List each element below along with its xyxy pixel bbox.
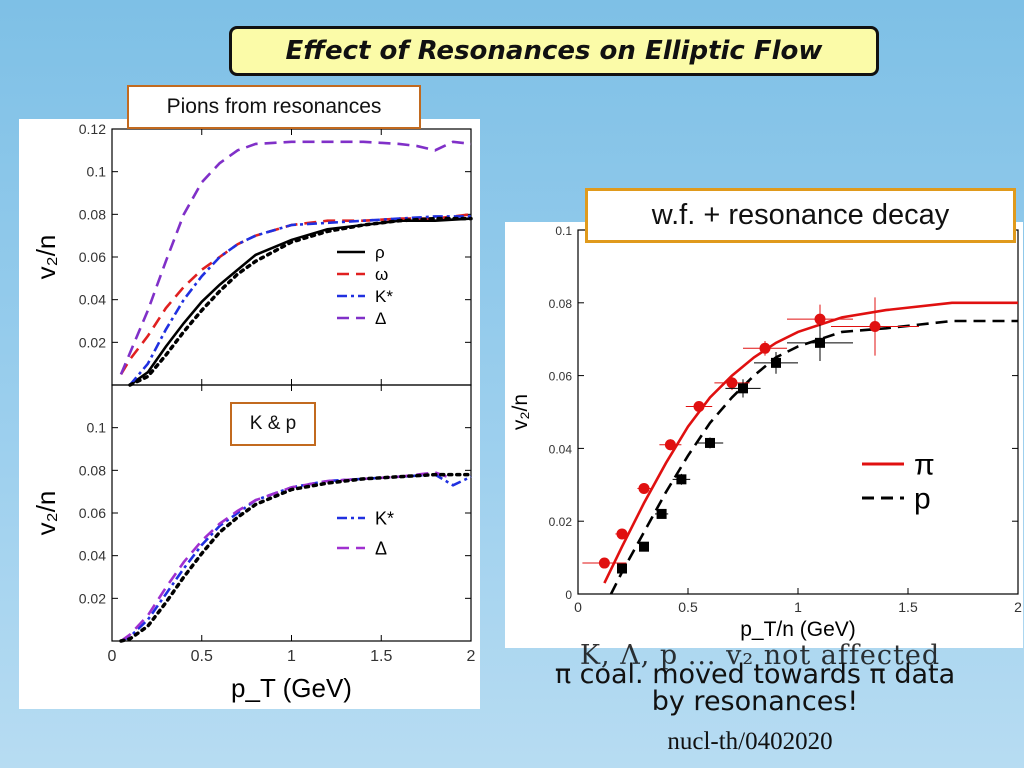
legend-label: Δ	[375, 309, 386, 328]
series-line-p	[609, 319, 1018, 595]
y-tick-label: 0.06	[79, 505, 106, 521]
legend-label: K*	[375, 287, 393, 306]
legend-label: ρ	[375, 243, 385, 262]
x-tick-label: 1	[287, 648, 296, 665]
x-tick-label: 0	[574, 599, 582, 615]
y-tick-label: 0.02	[549, 515, 573, 529]
x-tick-label: 1	[794, 599, 802, 615]
legend-label: π	[914, 449, 935, 482]
y-tick-label: 0.04	[79, 548, 106, 564]
y-tick-label: 0.02	[79, 590, 106, 606]
y-tick-label: 0	[565, 588, 572, 602]
reference-citation: nucl-th/0402020	[667, 728, 833, 755]
data-point-proton	[738, 383, 748, 394]
series-line-K*	[128, 215, 471, 386]
data-point-pion	[616, 528, 628, 540]
y-tick-label: 0.1	[555, 224, 572, 238]
data-point-pion	[664, 439, 676, 451]
data-point-proton	[815, 337, 825, 348]
series-line-π	[603, 301, 1018, 584]
caption-by-resonances: by resonances!	[651, 686, 859, 717]
data-point-pion	[759, 342, 771, 354]
data-point-proton	[639, 541, 649, 552]
x-tick-label: 0	[108, 648, 117, 665]
legend-label: K*	[375, 508, 394, 528]
series-line-reference	[128, 216, 473, 387]
y-tick-label: 0.06	[79, 249, 106, 265]
y-tick-label: 0.08	[549, 297, 573, 311]
data-point-proton	[617, 563, 627, 574]
x-axis-label: p_T/n (GeV)	[740, 618, 856, 641]
y-tick-label: 0.1	[87, 164, 107, 180]
data-point-pion	[638, 482, 650, 494]
series-line-K*	[120, 473, 472, 643]
right-chart-panel: 0 0.02 0.04 0.06 0.08 0.1 0 0.5 1 1.5 2 π p v₂/n p_T/n…	[505, 222, 1023, 648]
y-tick-label: 0.1	[87, 420, 107, 436]
slide-title: Effect of Resonances on Elliptic Flow	[229, 26, 879, 76]
y-tick-label: 0.06	[549, 370, 573, 384]
y-tick-label: 0.04	[79, 292, 106, 308]
data-point-pion	[814, 313, 826, 325]
data-point-proton	[676, 474, 687, 485]
y-axis-label: v₂/n	[509, 394, 532, 430]
data-point-proton	[771, 357, 781, 368]
y-tick-label: 0.02	[79, 334, 106, 350]
x-tick-label: 0.5	[678, 599, 698, 615]
y-axis-label: v₂/n	[31, 491, 61, 536]
y-tick-label: 0.08	[79, 206, 106, 222]
x-tick-label: 0.5	[191, 648, 213, 665]
plot-right: 0 0.02 0.04 0.06 0.08 0.1 0 0.5 1 1.5 2 πp v₂/n p_T/n…	[509, 224, 1022, 641]
x-tick-label: 2	[1014, 599, 1022, 615]
data-point-proton	[656, 508, 667, 519]
data-point-pion	[869, 320, 881, 332]
legend-label: Δ	[375, 538, 387, 558]
x-tick-label: 1.5	[370, 648, 392, 665]
y-axis-label: v₂/n	[31, 235, 61, 280]
wf-resonance-decay-label: w.f. + resonance decay	[585, 188, 1016, 243]
legend-label: ω	[375, 265, 388, 284]
x-tick-label: 2	[467, 648, 476, 665]
data-point-proton	[705, 437, 715, 448]
right-chart-svg: 0 0.02 0.04 0.06 0.08 0.1 0 0.5 1 1.5 2 πp v₂/n p_T/n…	[509, 224, 1022, 641]
data-point-pion	[693, 401, 705, 413]
plot-bottom-left: 0.02 0.04 0.06 0.08 0.1 0 0.5 1 1.5 2 K* Δv₂/n p_T (…	[31, 384, 476, 703]
y-tick-label: 0.04	[549, 442, 573, 456]
k-and-p-label: K & p	[230, 402, 316, 446]
series-line-ω	[119, 213, 472, 376]
left-charts-svg: 0.020.040.060.080.10.12ρωK*Δv₂/n0.020.04…	[31, 121, 476, 703]
y-tick-label: 0.12	[79, 121, 106, 137]
series-line-reference	[119, 472, 473, 643]
pions-from-resonances-label: Pions from resonances	[127, 85, 421, 129]
x-axis-label: p_T (GeV)	[231, 673, 352, 703]
caption-not-affected: K, Λ, p ... v₂ not affected	[579, 640, 941, 671]
caption-pion-coalescence: π coal. moved towards π data	[554, 659, 956, 690]
series-line-Δ	[120, 471, 454, 643]
x-tick-label: 1.5	[898, 599, 918, 615]
legend-label: p	[914, 483, 931, 516]
data-point-pion	[598, 557, 610, 569]
plot-frame	[577, 229, 1019, 595]
y-tick-label: 0.08	[79, 462, 106, 478]
plot-top-left: 0.02 0.04 0.06 0.08 0.1 0.12 ρω K* Δv₂/n	[31, 121, 473, 387]
series-line-Δ	[119, 140, 472, 375]
data-point-pion	[726, 377, 738, 389]
